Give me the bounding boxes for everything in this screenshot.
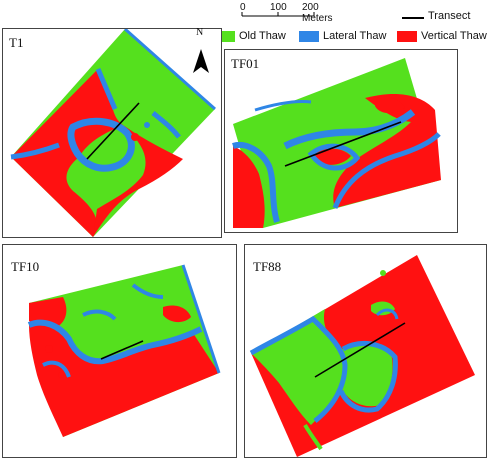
panel-t1: T1 N <box>2 27 222 238</box>
legend: Old Thaw Lateral Thaw Vertical Thaw <box>215 28 500 44</box>
panel-title-t1: T1 <box>9 35 24 50</box>
panel-tf10: TF10 <box>2 244 237 458</box>
scale-tick-200: 200 Meters <box>302 2 333 24</box>
transect-legend: Transect <box>402 10 500 26</box>
transect-line-icon <box>402 17 424 19</box>
legend-item-lateral-thaw: Lateral Thaw <box>299 28 386 44</box>
scale-bar-graphic <box>241 12 315 17</box>
lateral-thaw-swatch <box>299 30 319 42</box>
panel-tf01: TF01 <box>224 49 458 233</box>
legend-item-old-thaw: Old Thaw <box>215 28 286 44</box>
scale-tick-0: 0 <box>240 2 246 13</box>
vertical-thaw-swatch <box>397 30 417 42</box>
scale-bar: 0 100 200 Meters <box>232 0 352 24</box>
north-arrow-icon <box>193 49 209 73</box>
scale-tick-100: 100 <box>270 2 287 13</box>
map-tf01 <box>232 58 441 228</box>
legend-label-lateral-thaw: Lateral Thaw <box>323 30 387 42</box>
north-arrow-label: N <box>196 27 204 38</box>
old-thaw-swatch <box>215 30 235 42</box>
map-tf88 <box>249 255 475 457</box>
transect-legend-label: Transect <box>428 10 471 22</box>
panel-tf88: TF88 <box>244 244 487 458</box>
map-tf10 <box>27 264 221 437</box>
panel-title-tf10: TF10 <box>11 259 40 274</box>
legend-label-vertical-thaw: Vertical Thaw <box>421 30 487 42</box>
legend-label-old-thaw: Old Thaw <box>239 30 286 42</box>
legend-item-vertical-thaw: Vertical Thaw <box>397 28 487 44</box>
map-t1 <box>10 29 216 237</box>
panel-title-tf88: TF88 <box>253 259 282 274</box>
panel-title-tf01: TF01 <box>231 56 260 71</box>
